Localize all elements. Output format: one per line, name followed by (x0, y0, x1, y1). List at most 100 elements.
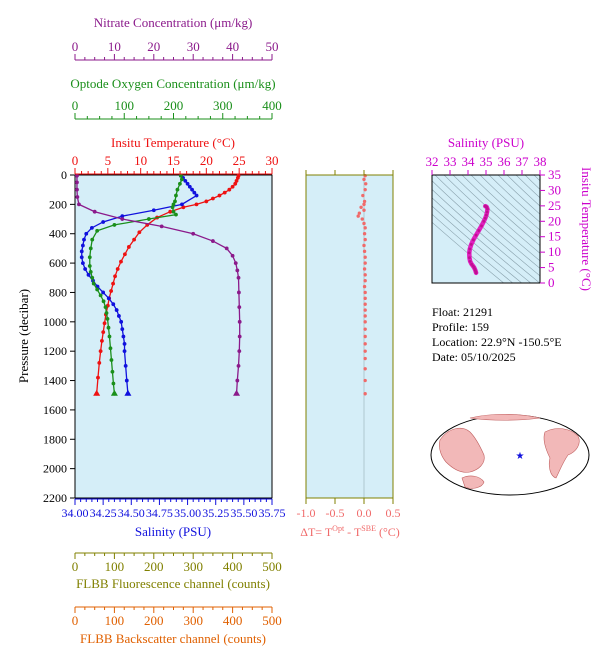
pressure-tick-label: 200 (49, 197, 67, 211)
delta-t-point (359, 205, 363, 209)
axis-tick-label: 200 (144, 559, 164, 574)
nitrate-point (75, 187, 79, 192)
axis-tick-label: 200 (144, 613, 164, 628)
main-series-layer (75, 173, 242, 396)
oxygen-axis-label: Optode Oxygen Concentration (μm/kg) (70, 76, 275, 91)
temperature-point (181, 205, 186, 210)
salinity-point (101, 290, 106, 295)
ts-point (467, 251, 471, 255)
main-panel: 0200400600800100012001400160018002000220… (16, 15, 286, 646)
delta-t-point (363, 296, 367, 301)
temperature-point (126, 245, 131, 249)
main-plot-area (74, 174, 273, 499)
delta-t-point (363, 302, 367, 306)
backscatter-axis-label: FLBB Backscatter channel (counts) (80, 631, 266, 646)
delta-t-point (363, 187, 367, 192)
delta-t-point (362, 177, 366, 182)
salinity-axis-label: Salinity (PSU) (135, 524, 211, 539)
salinity-point (120, 327, 125, 332)
delta-t-point (363, 279, 367, 283)
delta-t-point (363, 392, 367, 396)
nitrate-point (237, 319, 242, 324)
ts-point (482, 219, 486, 223)
delta-t-point (362, 249, 367, 254)
float-id: Float: 21291 (432, 305, 494, 319)
ts-x-tick-label: 36 (498, 154, 512, 169)
nitrate-point (233, 261, 238, 265)
temperature-point (101, 330, 106, 334)
axis-tick-label: 400 (223, 613, 243, 628)
axis-tick-label: 5 (105, 153, 112, 168)
temperature-point (204, 199, 209, 204)
axis-tick-label: 100 (105, 559, 125, 574)
oxygen-point (175, 187, 180, 192)
ts-y-tick-label: 0 (548, 275, 555, 290)
ts-point (477, 229, 481, 232)
axis-tick-label: 50 (266, 39, 279, 54)
ts-y-tick-label: 25 (548, 198, 561, 213)
temperature-point (119, 259, 123, 264)
nitrate-point (237, 305, 242, 310)
ts-point (468, 260, 472, 263)
pressure-tick-label: 2200 (43, 491, 67, 505)
salinity-point (124, 378, 129, 383)
delta-t-point (363, 334, 367, 339)
axis-tick-label: 0 (72, 39, 79, 54)
nitrate-point (230, 253, 235, 258)
salinity-point (86, 272, 91, 277)
delta-t-point (362, 202, 366, 207)
axis-tick-label: 400 (262, 98, 282, 113)
salinity-point (192, 190, 197, 195)
oxygen-point (171, 202, 176, 207)
nitrate-point (211, 239, 215, 243)
delta-t-point (356, 214, 360, 218)
delta-t-point (363, 237, 367, 242)
ts-x-tick-label: 32 (426, 154, 439, 169)
axis-tick-label: 500 (262, 613, 282, 628)
axis-tick-label: 10 (108, 39, 121, 54)
temperature-point (123, 252, 127, 257)
oxygen-point (173, 199, 177, 204)
oxygen-point (179, 177, 184, 182)
delta-t-point (363, 261, 367, 265)
isopycnal-line (432, 205, 523, 283)
nitrate-point (236, 363, 241, 368)
oxygen-point (95, 228, 100, 233)
nitrate-point (224, 246, 229, 251)
oxygen-point (90, 275, 95, 280)
pressure-axis-label: Pressure (decibar) (16, 289, 31, 383)
ts-point (468, 247, 472, 251)
oxygen-point (178, 173, 183, 178)
oxygen-point (178, 181, 182, 186)
pressure-tick-label: 1400 (43, 374, 67, 388)
nitrate-point (75, 195, 80, 199)
pressure-tick-label: 0 (61, 168, 67, 182)
salinity-point (84, 231, 89, 236)
delta-t-axis: -1.0 -0.5 0.0 0.5 (297, 170, 401, 520)
temperature-point (194, 202, 199, 207)
delta-t-tick-label: 0.5 (386, 506, 401, 520)
salinity-point (122, 341, 127, 346)
delta-t-frame (305, 174, 394, 499)
oxygen-point (95, 287, 100, 292)
salinity-point (180, 202, 184, 207)
ts-y-tick-label: 30 (548, 182, 561, 197)
temperature-point (96, 375, 100, 380)
temperature-point (97, 361, 102, 365)
oxygen-point (110, 369, 115, 374)
delta-t-plot-area (306, 175, 393, 498)
ts-y-tick-label: 20 (548, 213, 561, 228)
ts-salinity-label: Salinity (PSU) (448, 135, 524, 150)
ts-x-tick-label: 34 (462, 154, 476, 169)
oxygen-point (107, 334, 112, 339)
nitrate-point (120, 217, 125, 221)
axis-tick-label: 34.50 (118, 506, 145, 520)
delta-t-point (363, 290, 367, 295)
delta-t-point (357, 211, 362, 215)
axis-tick-label: 30 (266, 153, 279, 168)
delta-t-point (360, 217, 364, 221)
temperature-point (222, 190, 227, 195)
temperature-line (96, 175, 240, 394)
